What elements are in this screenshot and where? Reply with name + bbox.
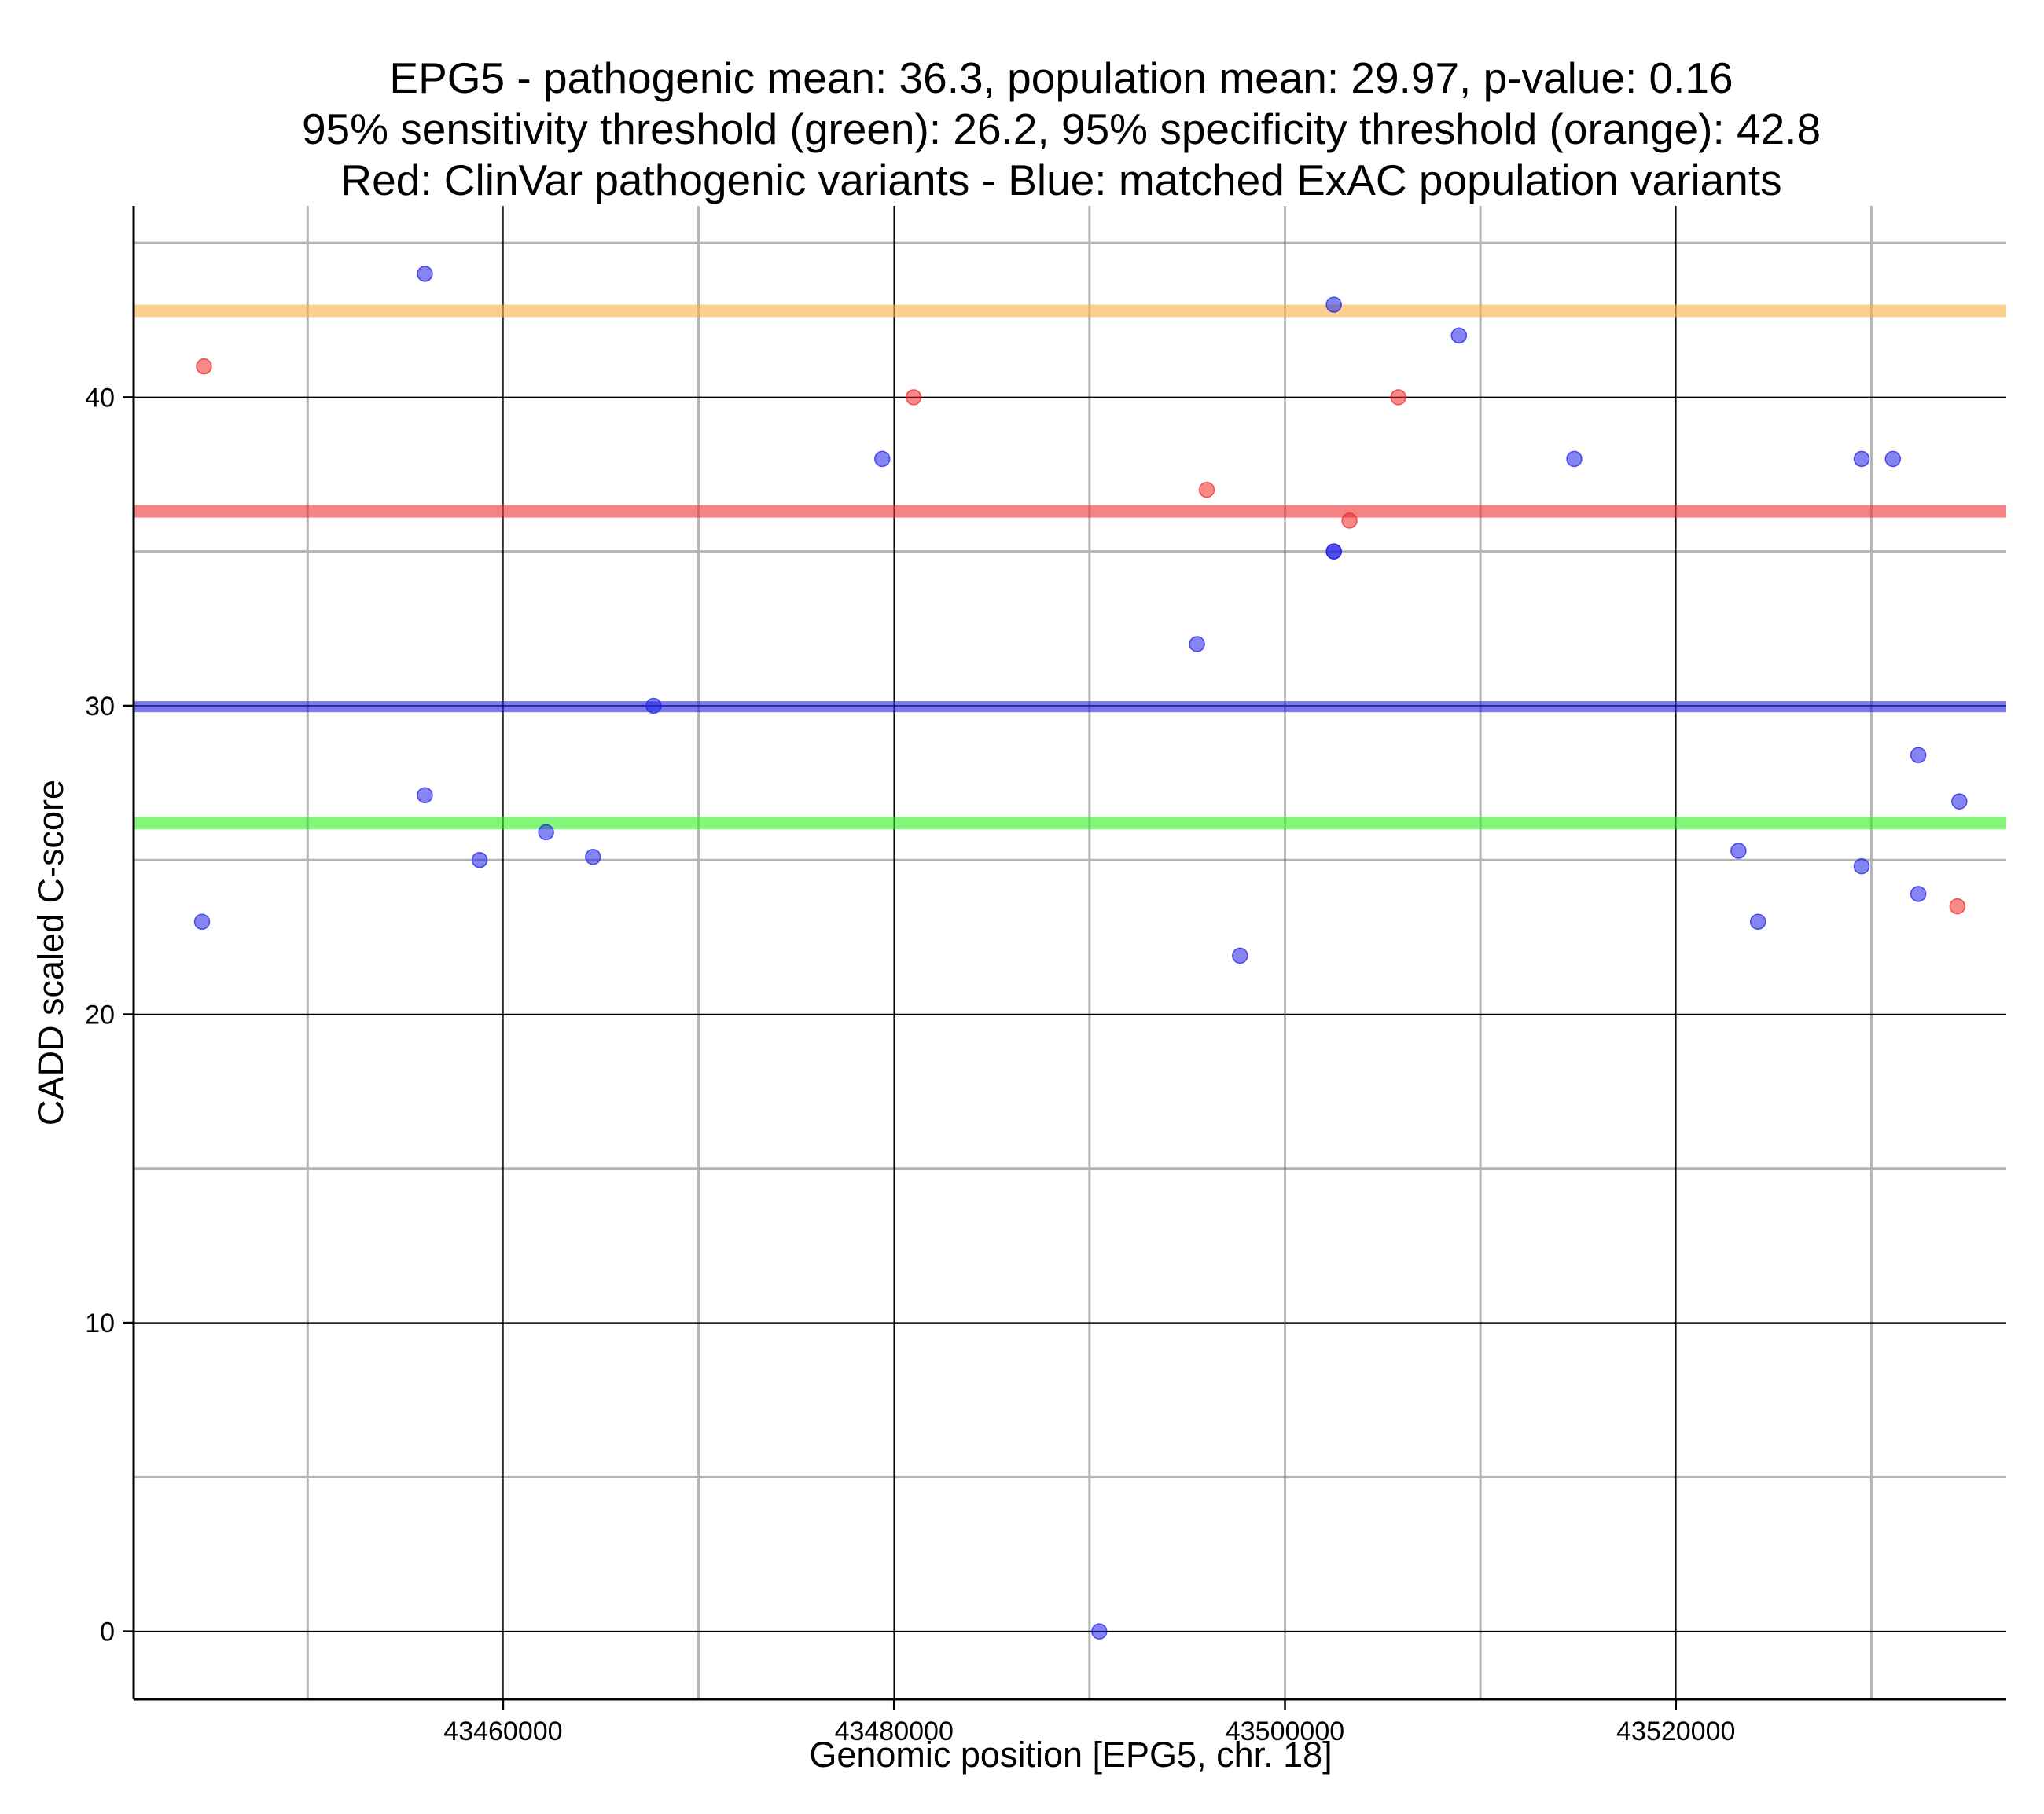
- grid-lines: [134, 206, 2006, 1699]
- y-tick-label: 20: [85, 1001, 115, 1030]
- population-variant-point: [1910, 886, 1927, 902]
- population-points: [193, 266, 1968, 1640]
- pathogenic-variant-point: [905, 389, 922, 406]
- population-variant-point: [1189, 636, 1205, 652]
- reference-lines: [134, 304, 2006, 830]
- y-tick-label: 0: [100, 1618, 115, 1647]
- population-variant-point: [1325, 296, 1342, 313]
- population-variant-point: [1450, 327, 1468, 344]
- population-variant-point: [1884, 450, 1902, 468]
- pathogenic-variant-point: [1198, 481, 1215, 498]
- y-axis-label: CADD scaled C-score: [31, 780, 71, 1125]
- axis-ticks: 43460000 43480000 43500000 43520000 0 10 20 30 4…: [85, 383, 1735, 1746]
- y-tick-label: 40: [85, 383, 115, 413]
- pathogenic-variant-point: [1949, 898, 1966, 915]
- title-line-2: 95% sensitivity threshold (green): 26.2,…: [302, 105, 1821, 153]
- population-variant-point: [585, 849, 601, 865]
- x-tick-label: 43460000: [443, 1717, 562, 1746]
- pathogenic-variant-point: [1341, 512, 1358, 529]
- y-tick-label: 30: [85, 692, 115, 722]
- population-variant-point: [1951, 793, 1968, 810]
- population-variant-point: [1325, 543, 1342, 560]
- pathogenic-points: [196, 358, 1966, 915]
- population-variant-point: [1853, 450, 1870, 468]
- population-variant-point: [1730, 843, 1747, 859]
- pathogenic-variant-point: [196, 358, 212, 375]
- population-variant-point: [1749, 913, 1766, 930]
- x-tick-label: 43480000: [835, 1717, 954, 1746]
- pathogenic-variant-point: [1390, 389, 1406, 406]
- population-variant-point: [417, 787, 433, 804]
- population-variant-point: [1910, 747, 1927, 764]
- y-tick-label: 10: [85, 1309, 115, 1338]
- title-line-1: EPG5 - pathogenic mean: 36.3, population…: [389, 53, 1733, 102]
- x-axis-label: Genomic position [EPG5, chr. 18]: [809, 1735, 1332, 1775]
- x-tick-label: 43520000: [1616, 1717, 1735, 1746]
- population-variant-point: [1853, 857, 1870, 875]
- population-variant-point: [417, 266, 433, 282]
- population-variant-point: [1566, 450, 1583, 468]
- x-tick-label: 43500000: [1226, 1717, 1344, 1746]
- population-variant-point: [193, 913, 211, 930]
- population-variant-point: [645, 697, 662, 714]
- chart-title: EPG5 - pathogenic mean: 36.3, population…: [302, 53, 1821, 204]
- data-points: [193, 266, 1968, 1640]
- title-line-3: Red: ClinVar pathogenic variants - Blue:…: [340, 156, 1781, 204]
- population-variant-point: [874, 450, 891, 468]
- population-variant-point: [538, 824, 554, 841]
- population-variant-point: [1232, 947, 1248, 964]
- population-variant-point: [1091, 1623, 1108, 1640]
- population-variant-point: [471, 851, 488, 868]
